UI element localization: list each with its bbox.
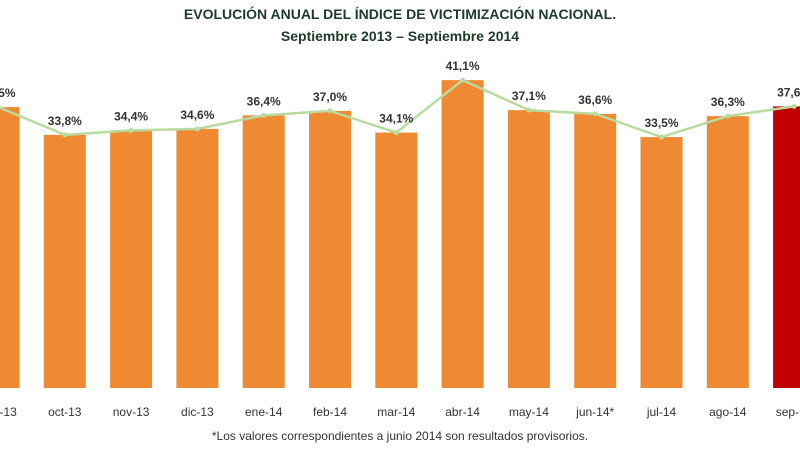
data-label: 34,4% [114,109,148,123]
bar-sep-14 [773,106,800,388]
line-point [526,107,532,113]
data-label: 36,3% [711,95,745,109]
data-label: 37,5% [0,86,16,100]
x-tick-label: sep-13 [0,405,17,419]
footnote: *Los valores correspondientes a junio 20… [211,429,589,443]
data-label: 37,1% [512,89,546,103]
bar-oct-13 [43,134,86,388]
bar-sep-13 [0,107,20,388]
bar-ene-14 [242,115,285,388]
bar-jun-14* [574,113,617,388]
line-point [460,77,466,83]
line-point [393,130,399,136]
x-tick-label: abr-14 [445,405,480,419]
x-tick-label: jul-14 [646,405,677,419]
line-point [791,103,797,109]
x-tick-label: mar-14 [377,405,415,419]
line-point [0,105,1,110]
line-point [261,112,267,118]
data-label: 37,6% [777,85,800,99]
x-tick-label: may-14 [509,405,549,419]
x-tick-label: nov-13 [113,405,150,419]
bar-feb-14 [309,110,351,389]
bar-abr-14 [441,80,484,388]
bar-dic-13 [176,128,219,388]
line-point [725,113,731,119]
data-label: 34,6% [180,108,214,122]
bar-nov-13 [110,130,153,388]
line-point [659,134,664,140]
chart-title: EVOLUCIÓN ANUAL DEL ÍNDICE DE VICTIMIZAC… [183,6,617,22]
data-label: 36,4% [247,94,281,108]
x-tick-label: ago-14 [709,405,747,419]
line-point [194,126,200,132]
line-point [592,111,598,117]
data-label: 34,1% [379,112,413,126]
data-label: 37,0% [313,90,347,104]
bar-jul-14 [640,137,683,388]
data-label: 33,5% [644,116,678,130]
x-tick-label: oct-13 [48,405,82,419]
x-tick-label: jun-14* [575,405,614,419]
line-point [327,108,333,114]
line-point [62,132,68,138]
data-label: 33,8% [48,114,82,128]
x-tick-label: sep-14 [776,405,800,419]
bar-ago-14 [706,116,749,388]
bar-mar-14 [375,132,418,388]
chart-subtitle: Septiembre 2013 – Septiembre 2014 [280,28,520,44]
data-label: 36,6% [578,93,612,107]
x-tick-label: dic-13 [181,405,214,419]
x-tick-label: ene-14 [245,405,283,419]
data-label: 41,1% [446,59,480,73]
x-tick-label: feb-14 [313,405,347,419]
bar-may-14 [507,110,550,388]
line-point [128,127,134,133]
